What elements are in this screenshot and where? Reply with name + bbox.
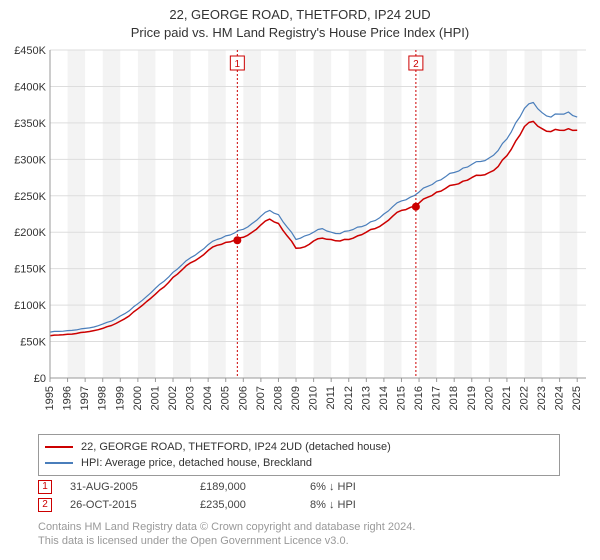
svg-text:£300K: £300K (14, 154, 46, 166)
svg-text:2006: 2006 (237, 386, 249, 410)
svg-text:2017: 2017 (431, 386, 443, 410)
title-line-2: Price paid vs. HM Land Registry's House … (0, 24, 600, 42)
svg-text:2002: 2002 (167, 386, 179, 410)
svg-text:1996: 1996 (62, 386, 74, 410)
svg-text:2018: 2018 (448, 386, 460, 410)
legend-row-property: 22, GEORGE ROAD, THETFORD, IP24 2UD (det… (45, 439, 553, 455)
legend: 22, GEORGE ROAD, THETFORD, IP24 2UD (det… (38, 434, 560, 476)
svg-text:£0: £0 (34, 373, 46, 385)
svg-text:2010: 2010 (308, 386, 320, 410)
svg-text:2021: 2021 (501, 386, 513, 410)
svg-text:£400K: £400K (14, 81, 46, 93)
footer-line-1: Contains HM Land Registry data © Crown c… (38, 520, 415, 534)
svg-text:2003: 2003 (185, 386, 197, 410)
sale-marker-1: 1 (38, 480, 52, 494)
svg-text:£150K: £150K (14, 264, 46, 276)
legend-label-property: 22, GEORGE ROAD, THETFORD, IP24 2UD (det… (81, 441, 391, 453)
svg-text:£250K: £250K (14, 191, 46, 203)
svg-text:2000: 2000 (132, 386, 144, 410)
sale-row-1: 1 31-AUG-2005 £189,000 6% ↓ HPI (38, 478, 410, 496)
svg-text:2012: 2012 (343, 386, 355, 410)
svg-text:2024: 2024 (554, 386, 566, 410)
svg-text:2005: 2005 (220, 386, 232, 410)
legend-swatch-hpi (45, 462, 73, 464)
sale-date-1: 31-AUG-2005 (70, 481, 200, 493)
svg-text:£100K: £100K (14, 300, 46, 312)
sale-diff-1: 6% ↓ HPI (310, 481, 410, 493)
legend-swatch-property (45, 446, 73, 448)
svg-text:£450K: £450K (14, 46, 46, 57)
sales-table: 1 31-AUG-2005 £189,000 6% ↓ HPI 2 26-OCT… (38, 478, 410, 514)
svg-text:2007: 2007 (255, 386, 267, 410)
sale-diff-2: 8% ↓ HPI (310, 499, 410, 511)
svg-text:2013: 2013 (360, 386, 372, 410)
svg-text:2019: 2019 (466, 386, 478, 410)
title-line-1: 22, GEORGE ROAD, THETFORD, IP24 2UD (169, 7, 430, 22)
sale-row-2: 2 26-OCT-2015 £235,000 8% ↓ HPI (38, 496, 410, 514)
svg-text:2015: 2015 (395, 386, 407, 410)
sale-price-2: £235,000 (200, 499, 310, 511)
svg-text:2023: 2023 (536, 386, 548, 410)
sale-price-1: £189,000 (200, 481, 310, 493)
svg-text:£200K: £200K (14, 227, 46, 239)
svg-text:2016: 2016 (413, 386, 425, 410)
footer: Contains HM Land Registry data © Crown c… (38, 520, 415, 549)
svg-text:2009: 2009 (290, 386, 302, 410)
svg-text:2025: 2025 (571, 386, 583, 410)
legend-label-hpi: HPI: Average price, detached house, Brec… (81, 457, 312, 469)
svg-text:2020: 2020 (483, 386, 495, 410)
chart-svg: £0 £50K £100K £150K £200K £250K £300K £350K £400… (8, 46, 592, 426)
svg-text:2022: 2022 (518, 386, 530, 410)
svg-text:2008: 2008 (272, 386, 284, 410)
svg-text:2: 2 (413, 59, 419, 70)
svg-text:2001: 2001 (149, 386, 161, 410)
svg-text:1997: 1997 (79, 386, 91, 410)
sale-marker-2: 2 (38, 498, 52, 512)
svg-text:2011: 2011 (325, 386, 337, 410)
footer-line-2: This data is licensed under the Open Gov… (38, 534, 415, 548)
svg-text:£350K: £350K (14, 118, 46, 130)
legend-row-hpi: HPI: Average price, detached house, Brec… (45, 455, 553, 471)
svg-text:£50K: £50K (20, 337, 46, 349)
sale-date-2: 26-OCT-2015 (70, 499, 200, 511)
svg-text:2004: 2004 (202, 386, 214, 410)
svg-text:1995: 1995 (44, 386, 56, 410)
chart-area: £0 £50K £100K £150K £200K £250K £300K £350K £400… (8, 46, 592, 426)
svg-text:2014: 2014 (378, 386, 390, 410)
svg-text:1: 1 (235, 59, 241, 70)
chart-container: 22, GEORGE ROAD, THETFORD, IP24 2UD Pric… (0, 0, 600, 560)
svg-text:1999: 1999 (114, 386, 126, 410)
svg-text:1998: 1998 (97, 386, 109, 410)
chart-title: 22, GEORGE ROAD, THETFORD, IP24 2UD Pric… (0, 0, 600, 41)
